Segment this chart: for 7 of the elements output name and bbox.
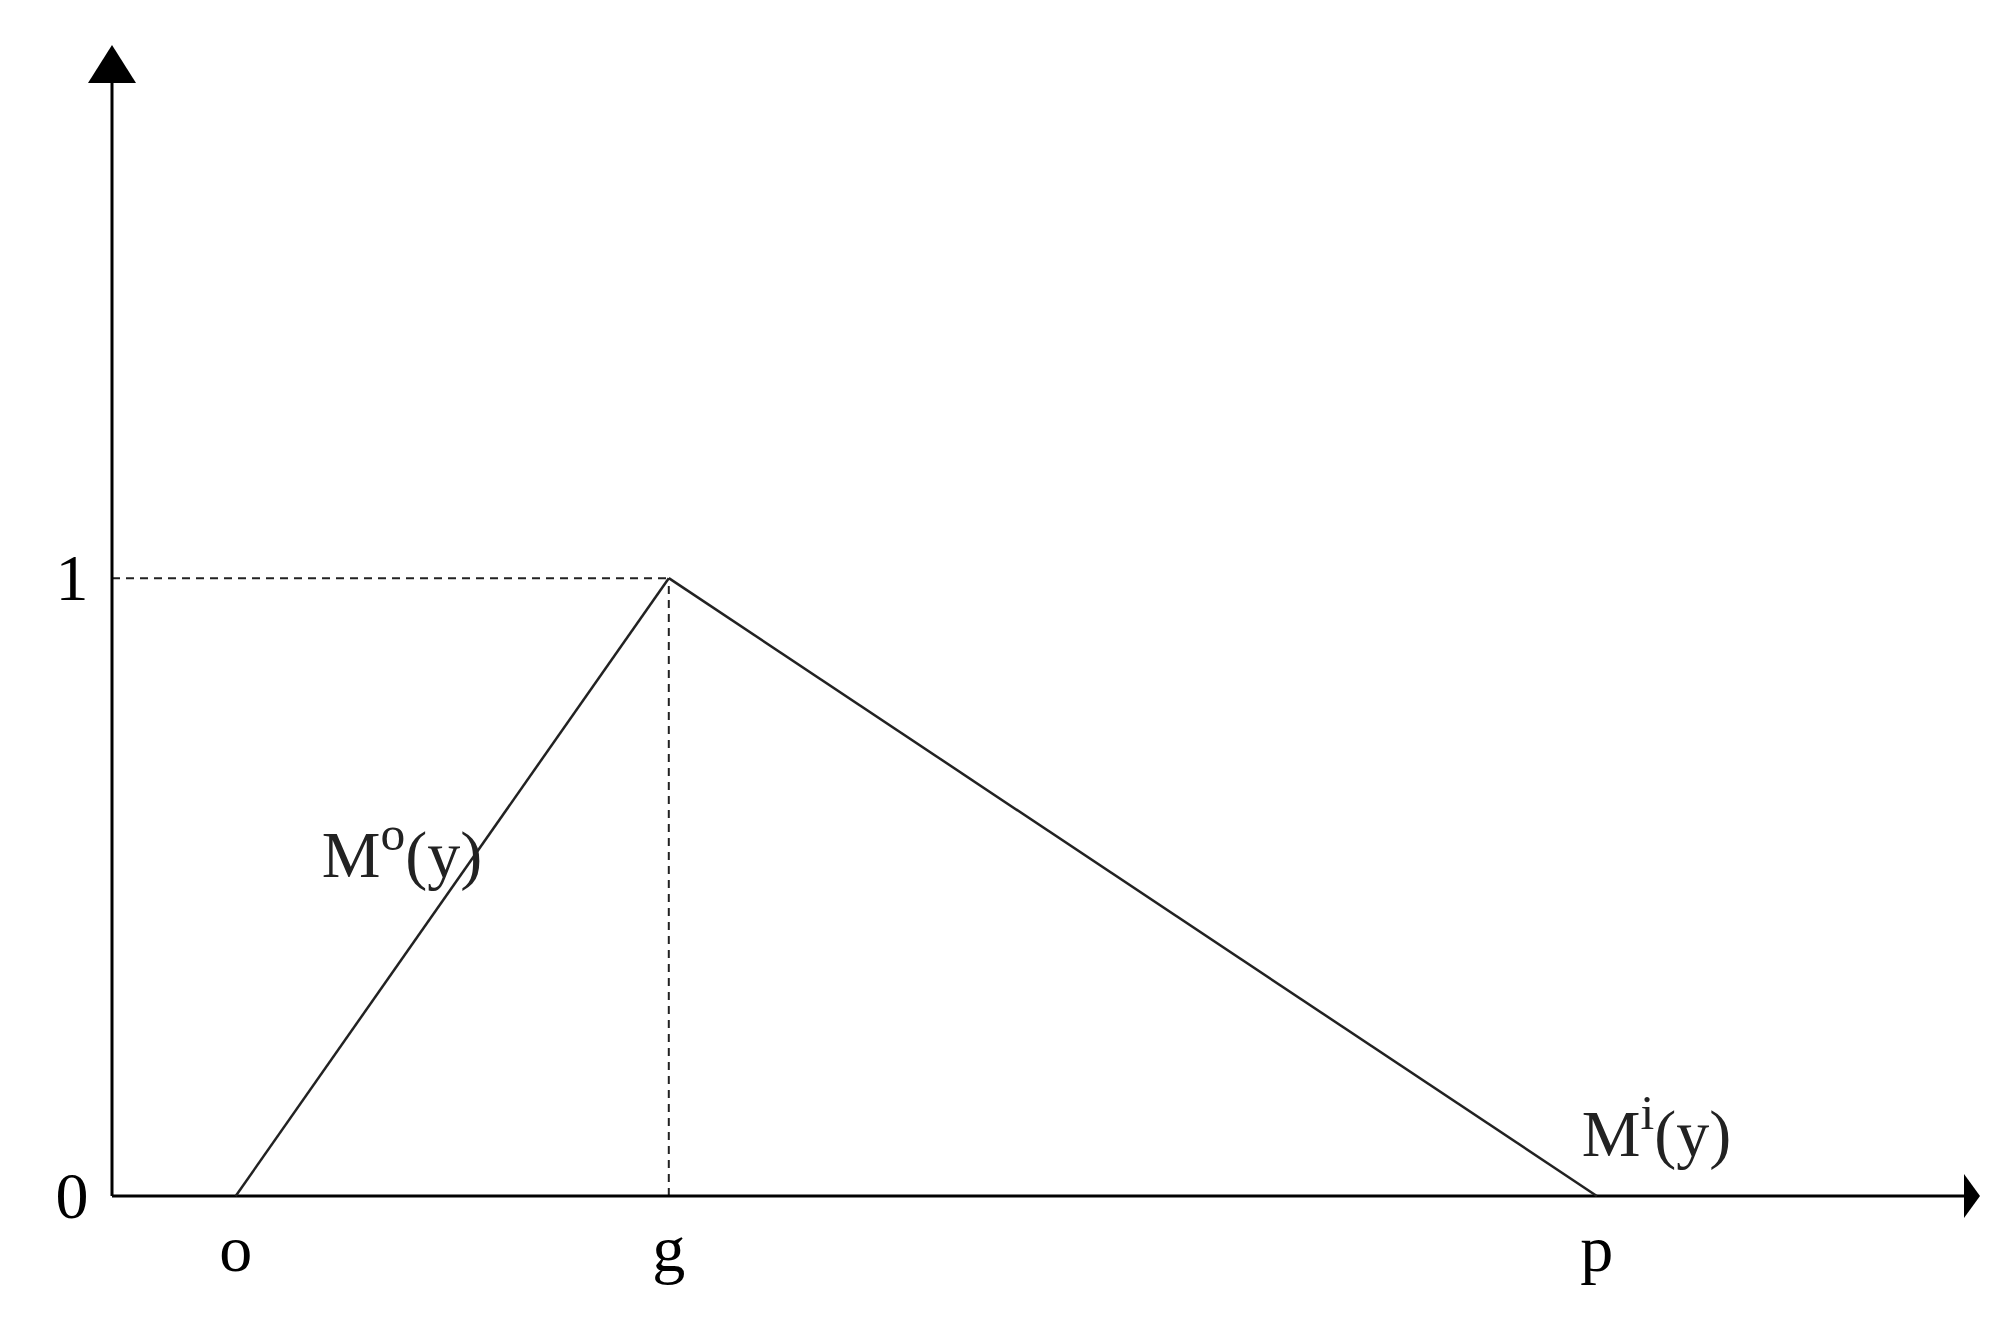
- x-tick-label: o: [219, 1212, 253, 1285]
- series-label: M$^{o}$(y): [321, 805, 483, 893]
- x-tick-label: p: [1580, 1212, 1614, 1285]
- y-tick-label: 1: [55, 541, 89, 615]
- series-label: M$^{i}$(y): [1581, 1084, 1732, 1171]
- y-tick-label: 0: [55, 1159, 89, 1232]
- x-tick-label: g: [652, 1212, 686, 1285]
